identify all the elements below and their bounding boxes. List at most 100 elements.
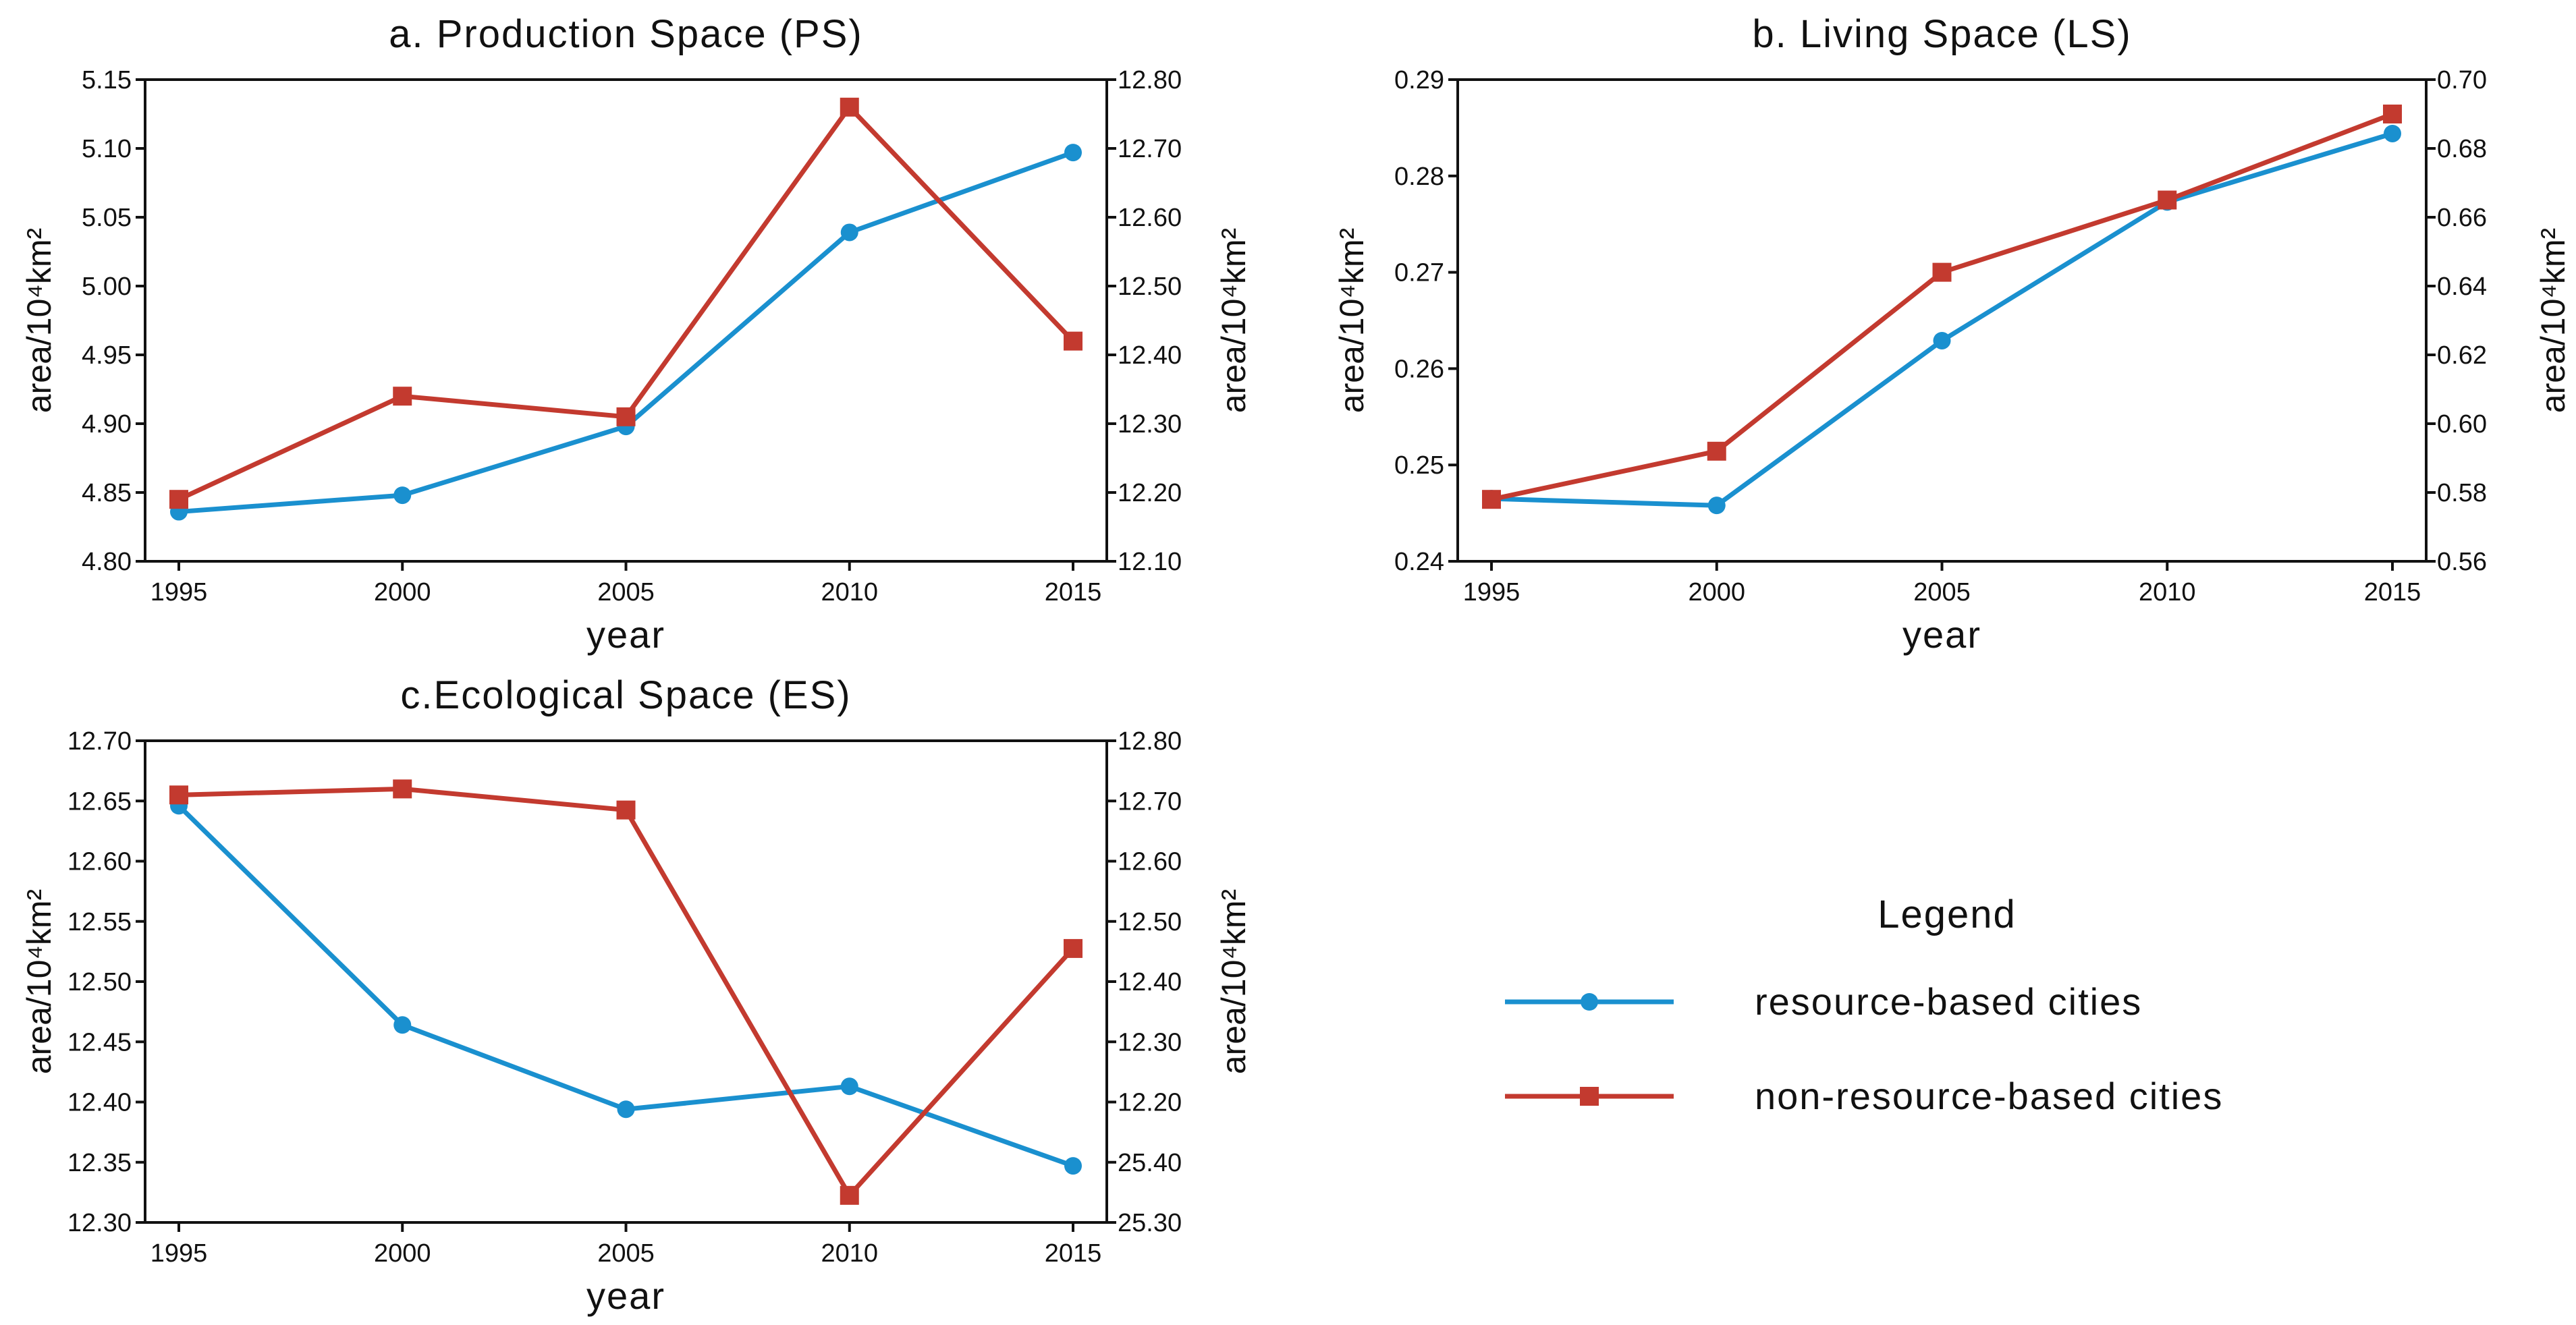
series-line-non-resource	[178, 786, 1075, 1198]
y-tick-label-right: 12.20	[1118, 1089, 1182, 1117]
plot-frame-living	[1456, 78, 2428, 563]
y-tick-label-right: 0.68	[2437, 135, 2487, 163]
legend-title: Legend	[1878, 893, 2017, 936]
data-point-non-resource	[1482, 490, 1501, 509]
data-point-resource	[840, 223, 858, 242]
y-tick-label-right: 12.70	[1118, 787, 1182, 816]
y-axis-label-right: area/10⁴km²	[1215, 889, 1253, 1074]
data-point-resource	[1064, 144, 1082, 162]
data-point-non-resource	[1064, 938, 1083, 958]
y-tick-label-left: 12.60	[67, 848, 132, 876]
x-tick-label: 2010	[821, 578, 878, 607]
y-tick-label-left: 0.29	[1394, 66, 1444, 94]
y-tick-label-right: 12.60	[1118, 204, 1182, 232]
y-tick-label-right: 0.62	[2437, 341, 2487, 370]
legend: Legend resource-based cities non-resourc…	[1505, 893, 2223, 1117]
y-axis-label-right: area/10⁴km²	[2534, 228, 2572, 413]
x-tick-label: 2000	[374, 1239, 431, 1268]
data-point-non-resource	[393, 779, 412, 799]
y-tick-label-left: 12.65	[67, 787, 132, 816]
y-tick-label-left: 0.25	[1394, 451, 1444, 480]
y-tick-label-left: 0.27	[1394, 259, 1444, 287]
y-tick-label-right: 0.58	[2437, 479, 2487, 507]
y-tick-label-right: 12.40	[1118, 341, 1182, 370]
data-point-non-resource	[2383, 105, 2402, 123]
chart-title-production: a. Production Space (PS)	[389, 12, 862, 56]
data-point-non-resource	[616, 800, 636, 820]
data-point-non-resource	[169, 490, 188, 509]
panel-ecological-space: c.Ecological Space (ES) 12.30 12.35 12.40 12…	[20, 673, 1253, 1317]
y-tick-label-right: 0.64	[2437, 273, 2487, 301]
y-tick-label-right: 12.50	[1118, 908, 1182, 936]
y-tick-label-left: 5.00	[82, 273, 132, 301]
y-tick-label-left: 0.24	[1394, 548, 1444, 576]
y-tick-label-left: 4.95	[82, 341, 132, 370]
legend-label-resource: resource-based cities	[1755, 980, 2142, 1023]
x-tick-label: 2005	[597, 578, 655, 607]
data-point-non-resource	[840, 97, 859, 117]
y-tick-label-right: 0.60	[2437, 410, 2487, 439]
data-point-non-resource	[1932, 262, 1952, 282]
y-tick-label-right: 12.60	[1118, 848, 1182, 876]
data-point-resource	[840, 1077, 858, 1096]
y-tick-label-left: 12.70	[67, 727, 132, 756]
series-line-non-resource	[177, 105, 1075, 502]
y-tick-label-right: 12.10	[1118, 548, 1182, 576]
chart-title-living: b. Living Space (LS)	[1752, 12, 2131, 56]
plot-frame-production	[144, 78, 1108, 563]
data-point-resource	[617, 1100, 635, 1119]
y-axis-label-left: area/10⁴km²	[20, 228, 58, 413]
y-tick-label-left: 12.40	[67, 1089, 132, 1117]
x-tick-label: 1995	[150, 578, 208, 607]
y-tick-label-left: 12.30	[67, 1209, 132, 1237]
data-point-non-resource	[616, 407, 636, 426]
series-line-non-resource	[1491, 111, 2394, 502]
panel-production-space: a. Production Space (PS) 4.80 4.85 4.90 4.95…	[20, 12, 1253, 656]
y-tick-label-right: 0.70	[2437, 66, 2487, 94]
data-point-non-resource	[169, 785, 188, 805]
data-point-resource	[393, 1016, 412, 1034]
data-point-resource	[393, 486, 412, 505]
y-tick-label-left: 12.50	[67, 968, 132, 996]
legend-label-non-resource: non-resource-based cities	[1755, 1075, 2223, 1117]
y-tick-label-right: 25.30	[1118, 1209, 1182, 1237]
x-tick-label: 2005	[597, 1239, 655, 1268]
legend-marker-circle	[1581, 993, 1598, 1011]
panel-living-space: b. Living Space (LS) 0.24 0.25 0.26 0.27 0.28…	[1333, 12, 2572, 656]
y-tick-label-left: 0.26	[1394, 355, 1444, 383]
data-point-non-resource	[1707, 441, 1726, 461]
y-tick-label-left: 4.90	[82, 410, 132, 439]
data-point-non-resource	[840, 1185, 859, 1205]
y-tick-label-left: 5.15	[82, 66, 132, 94]
x-tick-label: 1995	[150, 1239, 208, 1268]
x-tick-label: 2010	[2139, 578, 2196, 607]
legend-marker-square	[1580, 1087, 1599, 1106]
y-tick-label-right: 12.20	[1118, 479, 1182, 507]
x-axis-label: year	[586, 1274, 665, 1317]
y-tick-label-right: 0.56	[2437, 548, 2487, 576]
data-point-resource	[1707, 497, 1726, 515]
data-point-resource	[1064, 1157, 1082, 1175]
series-line-resource	[1491, 131, 2394, 508]
y-axis-label-left: area/10⁴km²	[1333, 228, 1371, 413]
data-point-non-resource	[1064, 331, 1083, 351]
y-axis-label-left: area/10⁴km²	[20, 889, 58, 1074]
y-tick-label-right: 0.66	[2437, 204, 2487, 232]
y-tick-label-right: 12.70	[1118, 135, 1182, 163]
y-tick-label-left: 12.45	[67, 1028, 132, 1056]
x-axis-label: year	[586, 613, 665, 656]
y-tick-label-left: 4.80	[82, 548, 132, 576]
x-tick-label: 2015	[1045, 578, 1102, 607]
y-tick-label-left: 5.10	[82, 135, 132, 163]
y-tick-label-left: 5.05	[82, 204, 132, 232]
x-tick-label: 2015	[1045, 1239, 1102, 1268]
data-point-non-resource	[2158, 190, 2177, 210]
x-axis-label: year	[1902, 613, 1981, 656]
y-tick-label-left: 12.55	[67, 908, 132, 936]
x-tick-label: 2000	[1688, 578, 1745, 607]
x-tick-label: 2000	[374, 578, 431, 607]
y-tick-label-left: 4.85	[82, 479, 132, 507]
x-tick-label: 2015	[2364, 578, 2421, 607]
data-point-non-resource	[393, 387, 412, 406]
